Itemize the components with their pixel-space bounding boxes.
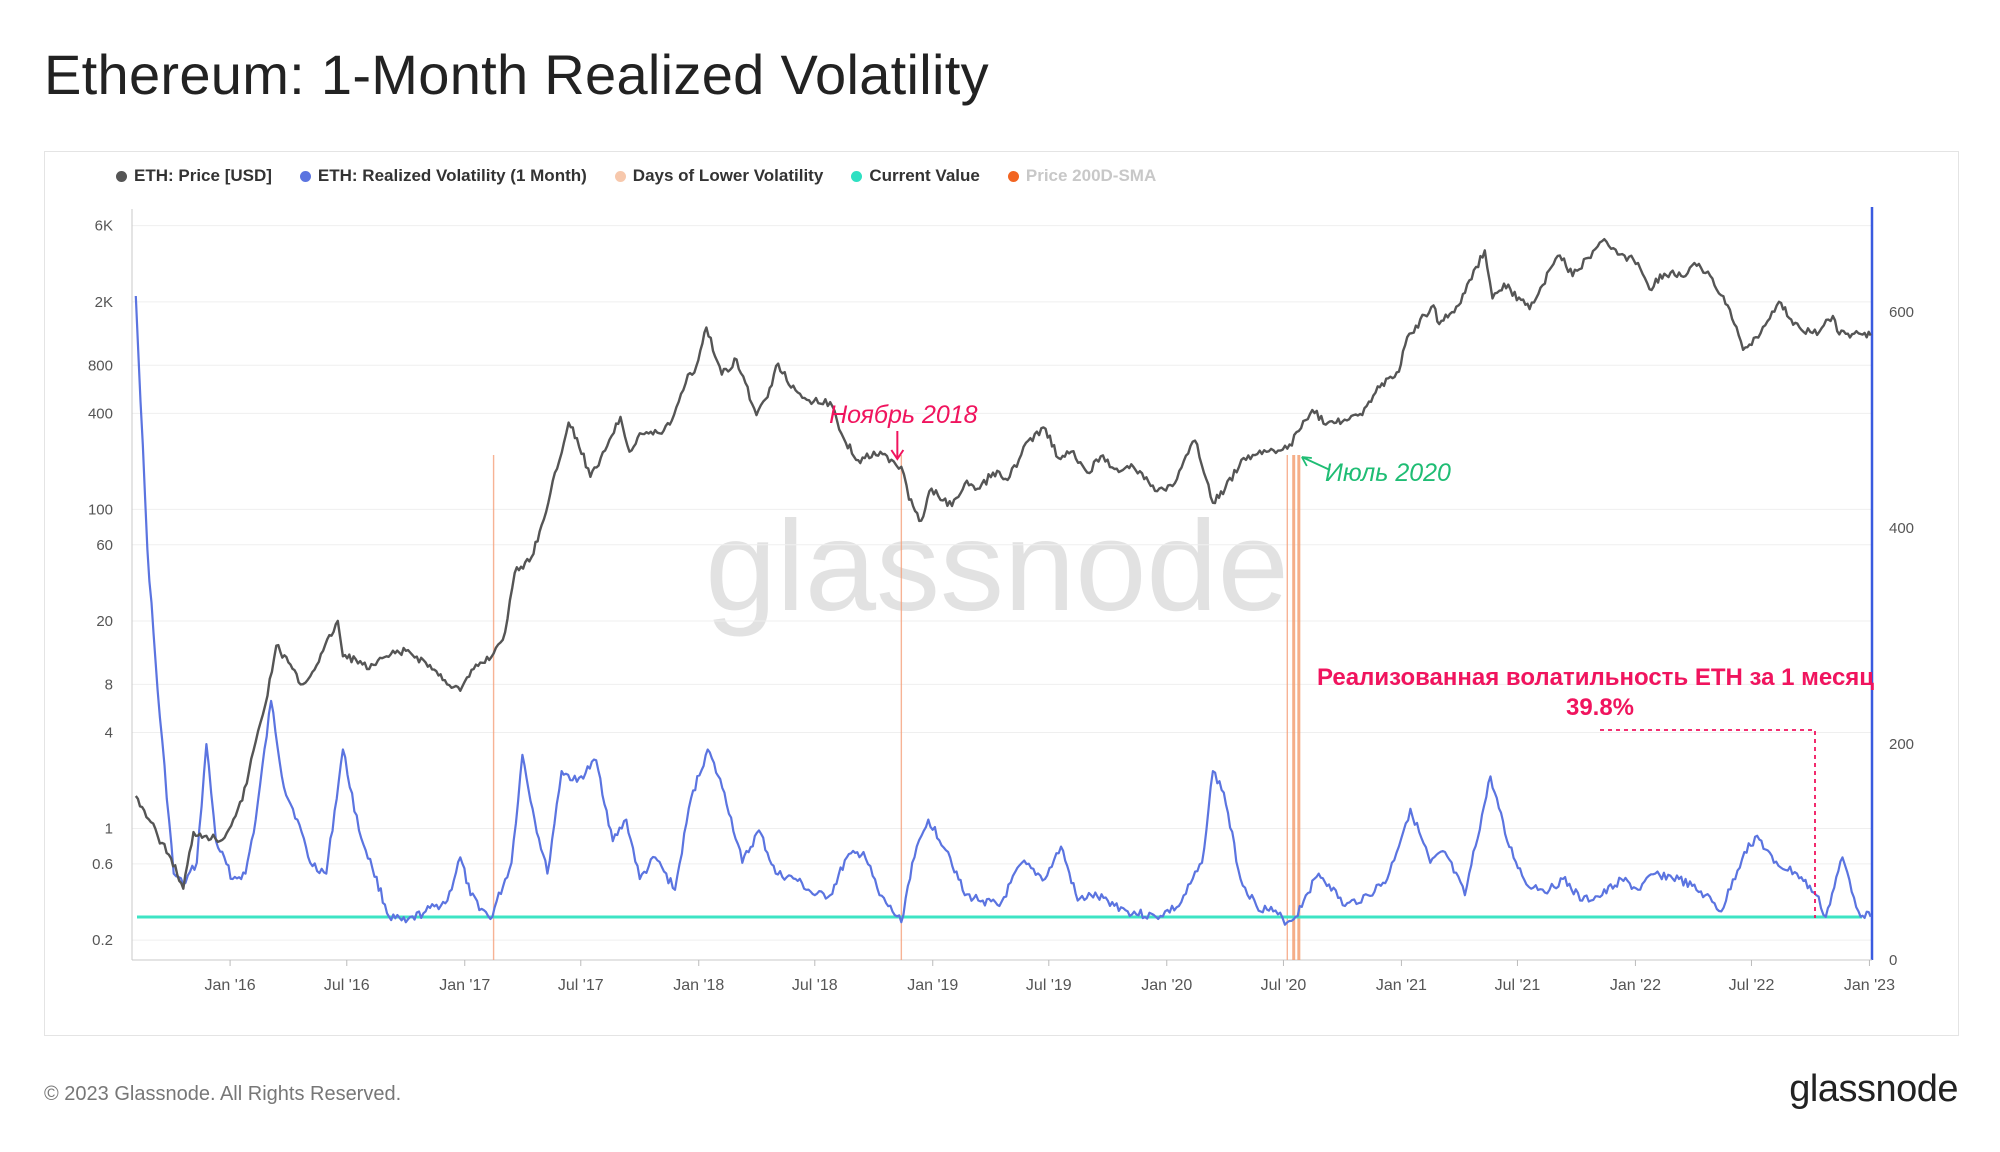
legend-item-price[interactable]: ETH: Price [USD]	[116, 166, 272, 186]
annotation-july-2020: Июль 2020	[1325, 459, 1451, 487]
y-right-tick-label: 400	[1889, 520, 1914, 537]
page-title: Ethereum: 1-Month Realized Volatility	[44, 43, 989, 106]
x-tick-label: Jan '17	[439, 977, 490, 994]
annotation-arrow-green	[1301, 456, 1331, 471]
y-left-tick-label: 0.6	[92, 856, 113, 873]
x-tick-label: Jul '16	[324, 977, 370, 994]
annotation-november-2018: Ноябрь 2018	[829, 401, 978, 429]
x-tick-label: Jul '20	[1261, 977, 1307, 994]
legend-dot-price	[116, 170, 127, 182]
annotation-rv-value: 39.8%	[1566, 694, 1634, 721]
y-right-tick-label: 0	[1889, 952, 1897, 969]
y-left-tick-label: 60	[96, 537, 113, 554]
x-tick-label: Jan '18	[673, 977, 724, 994]
y-left-tick-label: 8	[105, 676, 113, 693]
legend-dot-lower-volatility	[614, 170, 626, 182]
legend-label-lower-volatility: Days of Lower Volatility	[632, 166, 824, 185]
legend-label-price: ETH: Price [USD]	[134, 166, 272, 185]
annotation-rv-title: Реализованная волатильность ETH за 1 мес…	[1317, 664, 1874, 691]
x-tick-label: Jul '22	[1729, 977, 1775, 994]
legend-item-lower-volatility[interactable]: Days of Lower Volatility	[614, 166, 824, 186]
x-tick-label: Jul '19	[1026, 977, 1072, 994]
legend-item-sma[interactable]: Price 200D-SMA	[1007, 166, 1157, 186]
y-left-tick-label: 800	[88, 357, 113, 374]
legend-item-current-value[interactable]: Current Value	[851, 166, 980, 186]
x-tick-label: Jan '19	[907, 977, 958, 994]
x-tick-label: Jan '16	[205, 977, 256, 994]
y-right-tick-label: 200	[1889, 736, 1914, 753]
series-line-price	[134, 238, 1872, 890]
annotation-arrow-head	[890, 449, 905, 461]
legend-label-sma: Price 200D-SMA	[1025, 166, 1157, 185]
y-left-tick-label: 6K	[95, 218, 113, 235]
x-tick-label: Jan '22	[1610, 977, 1661, 994]
x-tick-label: Jul '18	[792, 977, 838, 994]
x-tick-label: Jan '23	[1844, 977, 1895, 994]
x-tick-label: Jul '21	[1495, 977, 1541, 994]
legend-dot-volatility	[299, 170, 311, 182]
legend-label-volatility: ETH: Realized Volatility (1 Month)	[317, 166, 587, 185]
x-tick-label: Jul '17	[558, 977, 604, 994]
series-line-volatility	[134, 295, 1872, 926]
y-left-tick-label: 400	[88, 405, 113, 422]
legend: ETH: Price [USD] ETH: Realized Volatilit…	[116, 166, 1156, 186]
x-tick-label: Jan '21	[1376, 977, 1427, 994]
y-left-tick-label: 1	[105, 821, 113, 838]
footer-brand-logo: glassnode	[1789, 1068, 1958, 1110]
legend-dot-current-value	[851, 170, 863, 182]
y-left-tick-label: 20	[96, 613, 113, 630]
y-left-tick-label: 2K	[95, 294, 113, 311]
y-left-tick-label: 0.2	[92, 932, 113, 949]
legend-dot-sma	[1007, 170, 1019, 182]
y-left-tick-label: 4	[105, 724, 113, 741]
y-right-tick-label: 600	[1889, 304, 1914, 321]
y-left-tick-label: 100	[88, 501, 113, 518]
watermark: glassnode	[705, 495, 1289, 638]
footer-copyright: © 2023 Glassnode. All Rights Reserved.	[44, 1083, 402, 1105]
legend-label-current-value: Current Value	[869, 166, 980, 185]
legend-item-volatility[interactable]: ETH: Realized Volatility (1 Month)	[299, 166, 587, 186]
x-tick-label: Jan '20	[1141, 977, 1192, 994]
